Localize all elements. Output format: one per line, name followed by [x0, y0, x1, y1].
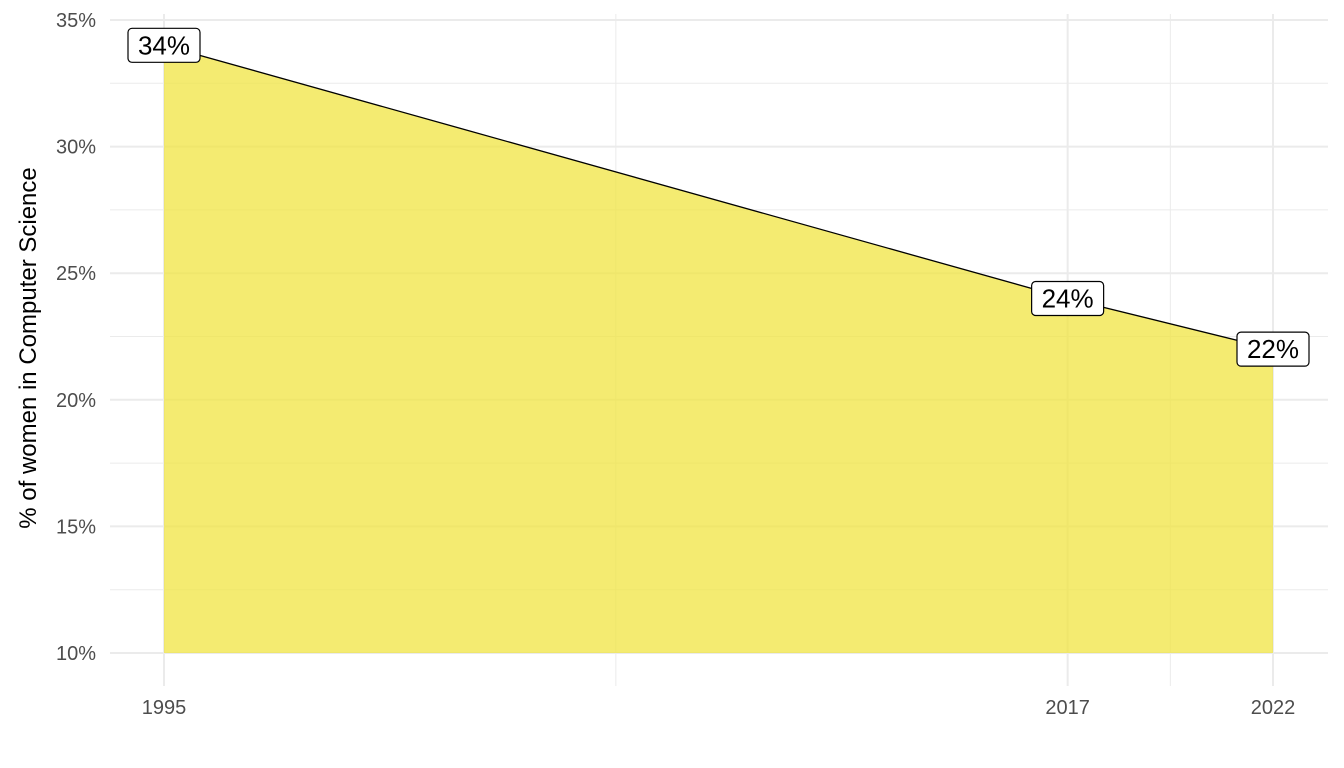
- x-tick-label: 1995: [142, 697, 187, 719]
- y-axis-title: % of women in Computer Science: [15, 167, 42, 529]
- data-label-text: 24%: [1042, 284, 1094, 314]
- y-tick-label: 10%: [56, 643, 96, 665]
- y-tick-label: 15%: [56, 516, 96, 538]
- data-label-text: 34%: [138, 30, 190, 60]
- axis-ticks: 10% 15% 20% 25% 30% 35% 1995 2017 2022: [56, 10, 1295, 719]
- y-tick-label: 20%: [56, 390, 96, 412]
- data-label-text: 22%: [1247, 334, 1299, 364]
- area-fill: [164, 45, 1273, 653]
- data-label: 34%: [127, 27, 201, 63]
- x-tick-label: 2017: [1045, 697, 1090, 719]
- data-label: 24%: [1031, 280, 1105, 317]
- y-tick-label: 30%: [56, 137, 96, 159]
- data-labels: 34% 24% 22%: [127, 27, 1310, 367]
- x-tick-label: 2022: [1251, 697, 1296, 719]
- y-tick-label: 25%: [56, 263, 96, 285]
- data-label-box: [127, 27, 201, 63]
- data-label-box: [1236, 331, 1310, 367]
- data-label-box: [1031, 280, 1105, 317]
- data-label: 22%: [1236, 331, 1310, 367]
- y-tick-label: 35%: [56, 10, 96, 32]
